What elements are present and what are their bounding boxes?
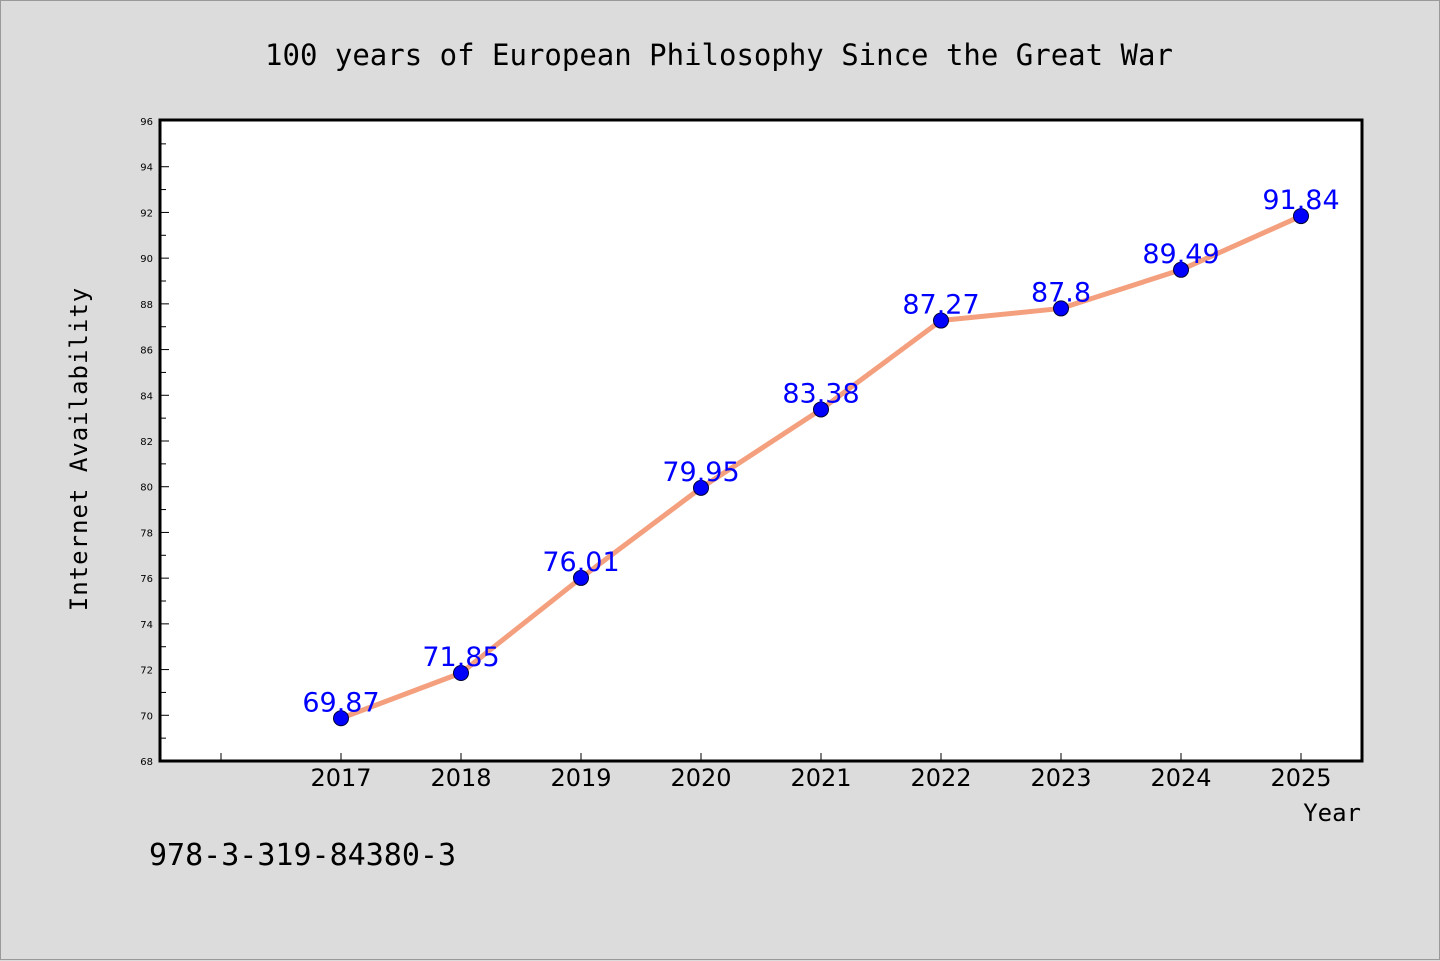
y-tick-label: 88	[140, 300, 153, 311]
data-label: 79.95	[662, 457, 739, 488]
y-tick-label: 84	[140, 391, 153, 402]
y-tick-label: 86	[140, 346, 153, 357]
data-point	[573, 569, 589, 586]
data-point	[1173, 261, 1189, 278]
y-axis-label: Internet Availability	[65, 287, 93, 611]
y-tick-label: 76	[140, 574, 153, 585]
y-tick-label: 68	[140, 757, 153, 768]
y-tick-label: 72	[140, 666, 153, 677]
data-label: 83.38	[782, 378, 859, 409]
data-point	[1293, 208, 1309, 225]
data-markers	[333, 208, 1309, 727]
data-label: 91.84	[1262, 185, 1339, 216]
data-labels: 69.87 71.85 76.01 79.95 83.38 87.27 87.8 89.49 9…	[302, 185, 1339, 718]
data-label: 87.27	[902, 290, 979, 321]
y-tick-label: 80	[140, 483, 153, 494]
y-tick-label: 96	[140, 117, 153, 128]
y-tick-label: 94	[140, 163, 153, 174]
x-axis-label: Year	[1303, 799, 1361, 827]
x-tick-label: 2023	[1030, 764, 1091, 792]
data-point	[933, 312, 949, 329]
plot-area	[158, 118, 1364, 763]
y-tick-label: 90	[140, 254, 153, 265]
x-tick-label: 2018	[430, 764, 491, 792]
chart-title: 100 years of European Philosophy Since t…	[265, 38, 1173, 72]
data-point	[453, 665, 469, 681]
x-tick-label: 2019	[550, 764, 611, 792]
data-label: 89.49	[1142, 239, 1219, 270]
data-label: 76.01	[542, 547, 619, 578]
data-point	[813, 401, 829, 418]
y-tick-label: 82	[140, 437, 153, 448]
x-tick-label: 2024	[1150, 764, 1211, 792]
y-tick-label: 92	[140, 208, 153, 219]
x-tick-label: 2021	[790, 764, 851, 792]
data-label: 87.8	[1031, 277, 1091, 308]
data-label: 71.85	[422, 642, 499, 673]
y-tick-label: 78	[140, 528, 153, 539]
x-axis-ticks: 2017 2018 2019 2020 2021 2022 2023 2024 2025	[220, 753, 1332, 792]
x-tick-label: 2017	[310, 764, 371, 792]
x-tick-label: 2020	[670, 764, 731, 792]
data-point	[333, 710, 349, 727]
data-point	[1053, 300, 1069, 317]
y-tick-label: 74	[140, 620, 153, 631]
x-tick-label: 2025	[1270, 764, 1331, 792]
x-tick-label: 2022	[910, 764, 971, 792]
isbn-text: 978-3-319-84380-3	[149, 838, 456, 873]
y-tick-label: 70	[140, 711, 153, 722]
y-axis-ticks: 68 70 72 74 76 78 80 82 84 86 88 90 92 94 96	[140, 117, 169, 768]
data-point	[693, 479, 709, 496]
data-label: 69.87	[302, 687, 379, 718]
